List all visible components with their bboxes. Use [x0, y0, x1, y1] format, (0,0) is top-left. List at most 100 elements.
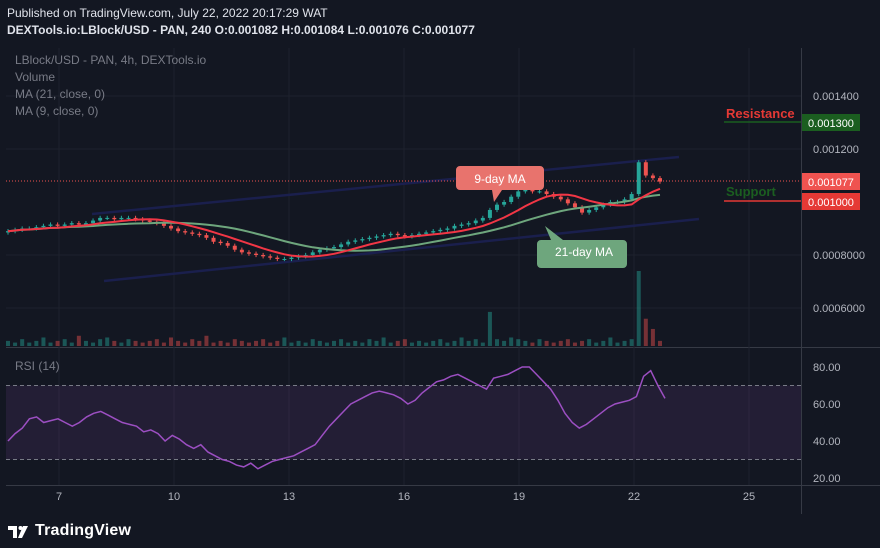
volume-bar: [303, 342, 308, 346]
volume-bar: [438, 339, 443, 346]
legend-volume: Volume: [15, 70, 55, 84]
volume-bar: [218, 340, 223, 346]
ma9-callout-box: [456, 166, 544, 202]
ma21-callout: 21-day MA: [537, 226, 627, 268]
price-tick-label: 0.001200: [813, 144, 859, 156]
candle-body: [98, 217, 103, 221]
volume-bar: [83, 340, 88, 346]
rsi-tick-label: 20.00: [813, 473, 841, 485]
support-price: 0.001000: [808, 197, 854, 209]
candle-body: [339, 244, 344, 248]
candle-body: [374, 236, 379, 238]
candle-body: [509, 196, 514, 202]
volume-bar: [445, 342, 450, 346]
volume-bar: [381, 337, 386, 346]
time-tick-label: 7: [56, 491, 62, 503]
volume-bar: [268, 342, 273, 346]
volume-bar: [473, 339, 478, 346]
candle-body: [268, 256, 273, 258]
candle-body: [466, 223, 471, 225]
volume-bar: [395, 340, 400, 346]
time-axis[interactable]: 7 10 13 16 19 22 25: [56, 491, 755, 503]
resistance-price-badge: [802, 114, 860, 131]
rsi-tick-label: 60.00: [813, 399, 841, 411]
candle-body: [544, 191, 549, 195]
price-axis[interactable]: 0.0006000 0.0008000 0.001200 0.001400: [813, 91, 865, 315]
volume-bar: [239, 340, 244, 346]
volume-bar: [530, 342, 535, 346]
candle-body: [91, 220, 96, 224]
volume-bar: [133, 340, 138, 346]
candle-body: [62, 224, 67, 226]
candle-body: [367, 237, 372, 240]
ohlc-low: L:0.001076: [347, 23, 409, 37]
volume-bar: [608, 337, 613, 346]
candle-body: [629, 194, 634, 200]
candle-body: [594, 207, 599, 210]
volume-bar: [565, 339, 570, 346]
volume-bar: [339, 339, 344, 346]
volume-bar: [622, 340, 627, 346]
chart-area[interactable]: LBlock/USD - PAN, 4h, DEXTools.io Volume…: [0, 44, 880, 514]
candle-body: [530, 188, 535, 192]
candle-body: [6, 231, 10, 233]
volume-bar: [6, 340, 10, 346]
volume-bar: [523, 340, 528, 346]
volume-bar: [190, 339, 195, 346]
volume-bar: [502, 340, 507, 346]
volume-bar: [20, 339, 25, 346]
volume-bar: [650, 328, 655, 346]
candle-body: [402, 235, 407, 237]
tradingview-logo[interactable]: TradingView: [8, 522, 131, 540]
candle-body: [565, 199, 570, 204]
volume-bar: [594, 342, 599, 346]
volume-bar: [317, 340, 322, 346]
candle-body: [658, 178, 662, 182]
candle-body: [34, 227, 39, 229]
time-tick-label: 25: [743, 491, 755, 503]
volume-bar: [34, 340, 39, 346]
candle-body: [360, 239, 365, 241]
symbol-ohlc-line: DEXTools.io:LBlock/USD - PAN, 240 O:0.00…: [7, 23, 475, 37]
volume-bar: [105, 337, 110, 346]
candle-body: [239, 249, 244, 253]
volume-bar: [431, 340, 436, 346]
price-tick-label: 0.0006000: [813, 303, 865, 315]
volume-bar: [232, 339, 237, 346]
candle-body: [282, 258, 287, 260]
volume-bar: [41, 337, 46, 346]
candle-body: [572, 203, 577, 208]
candle-body: [587, 209, 592, 213]
chart-svg[interactable]: LBlock/USD - PAN, 4h, DEXTools.io Volume…: [0, 44, 880, 514]
candles: [6, 160, 662, 262]
candle-body: [332, 247, 336, 249]
grid-lines: [6, 48, 801, 485]
volume-bar: [211, 342, 216, 346]
last-price: 0.001077: [808, 177, 854, 189]
last-price-badge: [802, 173, 860, 190]
ma9-line: [7, 187, 661, 258]
candle-body: [502, 202, 507, 205]
legend-ma21: MA (21, close, 0): [15, 87, 105, 101]
volume-bar: [176, 340, 181, 346]
candle-body: [83, 223, 88, 225]
volume-bar: [55, 340, 60, 346]
candle-body: [650, 175, 655, 179]
candle-body: [346, 241, 351, 245]
volume-bar: [409, 342, 414, 346]
ma9-callout-label: 9-day MA: [474, 172, 525, 186]
candle-body: [473, 220, 478, 224]
candle-body: [523, 188, 528, 192]
candle-body: [246, 252, 251, 254]
volume-bar: [516, 339, 521, 346]
resistance-price: 0.001300: [808, 118, 854, 130]
volume-bar: [346, 342, 351, 346]
channel-upper-line: [91, 155, 680, 216]
volume-bar: [360, 342, 365, 346]
ma21-line: [7, 193, 661, 252]
volume-bar: [69, 342, 74, 346]
candle-body: [169, 225, 173, 229]
candle-body: [452, 225, 457, 229]
candle-body: [161, 223, 166, 226]
candle-body: [381, 235, 386, 237]
